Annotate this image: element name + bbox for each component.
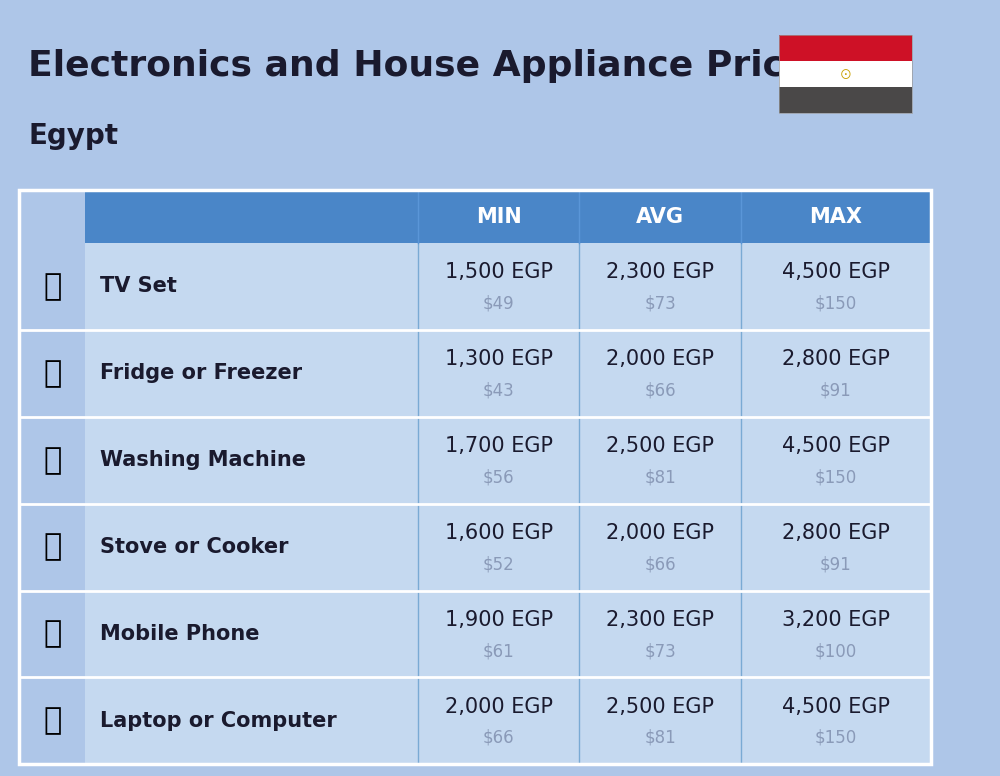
Text: $66: $66 (483, 729, 514, 747)
Text: $81: $81 (644, 468, 676, 487)
Text: Fridge or Freezer: Fridge or Freezer (100, 363, 302, 383)
Text: $91: $91 (820, 555, 852, 573)
Text: $81: $81 (644, 729, 676, 747)
Text: Electronics and House Appliance Prices: Electronics and House Appliance Prices (28, 49, 830, 83)
Text: 1,300 EGP: 1,300 EGP (445, 349, 553, 369)
Text: Washing Machine: Washing Machine (100, 450, 306, 470)
Text: 2,800 EGP: 2,800 EGP (782, 349, 890, 369)
Text: TV Set: TV Set (100, 276, 177, 296)
FancyBboxPatch shape (85, 330, 931, 417)
Text: 🔥: 🔥 (43, 532, 61, 562)
Text: 4,500 EGP: 4,500 EGP (782, 262, 890, 282)
Text: 📱: 📱 (43, 619, 61, 649)
Text: 2,800 EGP: 2,800 EGP (782, 523, 890, 543)
Text: $150: $150 (815, 729, 857, 747)
FancyBboxPatch shape (19, 504, 85, 591)
Text: 🧊: 🧊 (43, 359, 61, 388)
Text: MAX: MAX (809, 206, 862, 227)
FancyBboxPatch shape (19, 190, 931, 243)
FancyBboxPatch shape (19, 591, 85, 677)
FancyBboxPatch shape (19, 417, 85, 504)
Text: $150: $150 (815, 468, 857, 487)
Text: $73: $73 (644, 294, 676, 313)
Text: $43: $43 (483, 381, 514, 400)
Text: $66: $66 (644, 381, 676, 400)
Text: $52: $52 (483, 555, 514, 573)
Text: AVG: AVG (636, 206, 684, 227)
Text: $91: $91 (820, 381, 852, 400)
Text: 🪼: 🪼 (43, 445, 61, 475)
FancyBboxPatch shape (85, 417, 931, 504)
Text: $61: $61 (483, 642, 514, 660)
Text: 4,500 EGP: 4,500 EGP (782, 436, 890, 456)
FancyBboxPatch shape (779, 61, 912, 87)
Text: $66: $66 (644, 555, 676, 573)
Text: 3,200 EGP: 3,200 EGP (782, 610, 890, 630)
Text: ⨀: ⨀ (840, 69, 850, 78)
Text: $150: $150 (815, 294, 857, 313)
Text: 1,500 EGP: 1,500 EGP (445, 262, 553, 282)
Text: 2,500 EGP: 2,500 EGP (606, 436, 714, 456)
Text: $100: $100 (815, 642, 857, 660)
Text: 2,000 EGP: 2,000 EGP (606, 349, 714, 369)
FancyBboxPatch shape (19, 190, 85, 243)
FancyBboxPatch shape (779, 35, 912, 61)
Text: 2,300 EGP: 2,300 EGP (606, 610, 714, 630)
Text: $73: $73 (644, 642, 676, 660)
Text: Mobile Phone: Mobile Phone (100, 624, 259, 644)
FancyBboxPatch shape (19, 677, 85, 764)
Text: 2,300 EGP: 2,300 EGP (606, 262, 714, 282)
Text: $49: $49 (483, 294, 514, 313)
FancyBboxPatch shape (85, 243, 931, 330)
Text: 4,500 EGP: 4,500 EGP (782, 697, 890, 717)
Text: MIN: MIN (476, 206, 521, 227)
Text: 📺: 📺 (43, 272, 61, 301)
FancyBboxPatch shape (19, 330, 85, 417)
FancyBboxPatch shape (85, 677, 931, 764)
Text: 1,700 EGP: 1,700 EGP (445, 436, 553, 456)
FancyBboxPatch shape (85, 190, 418, 243)
Text: Laptop or Computer: Laptop or Computer (100, 711, 336, 731)
Text: $56: $56 (483, 468, 514, 487)
FancyBboxPatch shape (19, 243, 85, 330)
Text: 💻: 💻 (43, 706, 61, 736)
FancyBboxPatch shape (85, 591, 931, 677)
FancyBboxPatch shape (85, 504, 931, 591)
Text: 2,000 EGP: 2,000 EGP (606, 523, 714, 543)
Text: Egypt: Egypt (28, 122, 118, 150)
Text: 2,500 EGP: 2,500 EGP (606, 697, 714, 717)
Text: 1,600 EGP: 1,600 EGP (445, 523, 553, 543)
Text: 1,900 EGP: 1,900 EGP (445, 610, 553, 630)
FancyBboxPatch shape (779, 87, 912, 113)
Text: 2,000 EGP: 2,000 EGP (445, 697, 553, 717)
Text: Stove or Cooker: Stove or Cooker (100, 537, 288, 557)
